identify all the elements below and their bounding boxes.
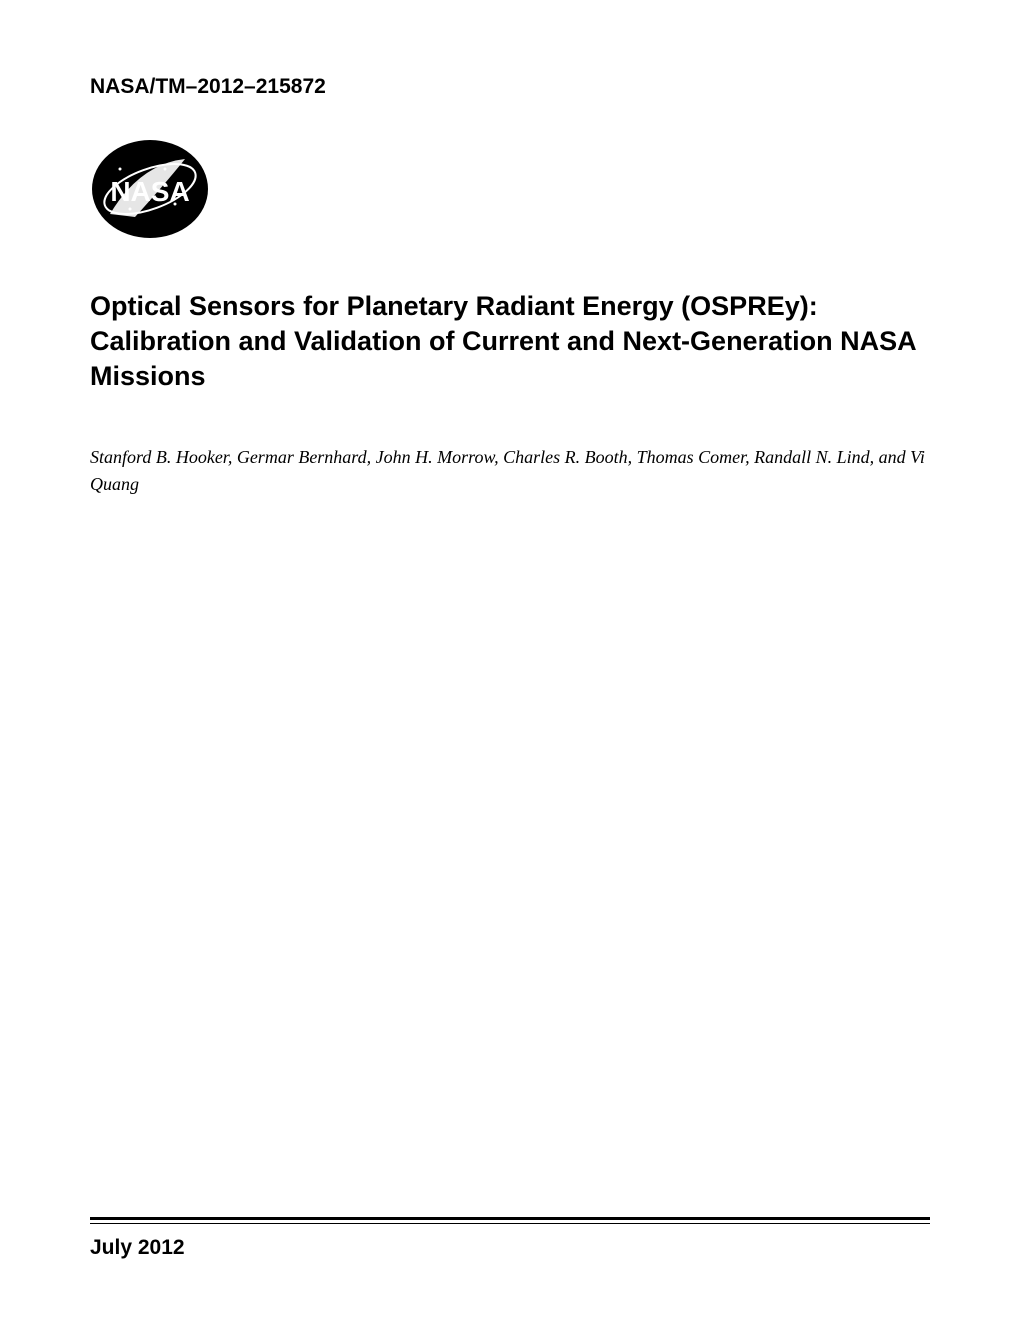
divider-thin (90, 1223, 930, 1224)
document-title: Optical Sensors for Planetary Radiant En… (90, 289, 930, 394)
report-number: NASA/TM–2012–215872 (90, 75, 930, 99)
logo-container: NASA (90, 139, 930, 244)
divider-thick (90, 1217, 930, 1220)
publication-date: July 2012 (90, 1236, 930, 1260)
authors-list: Stanford B. Hooker, Germar Bernhard, Joh… (90, 444, 930, 498)
footer-section: July 2012 (90, 1217, 930, 1260)
nasa-logo-icon: NASA (90, 139, 210, 239)
